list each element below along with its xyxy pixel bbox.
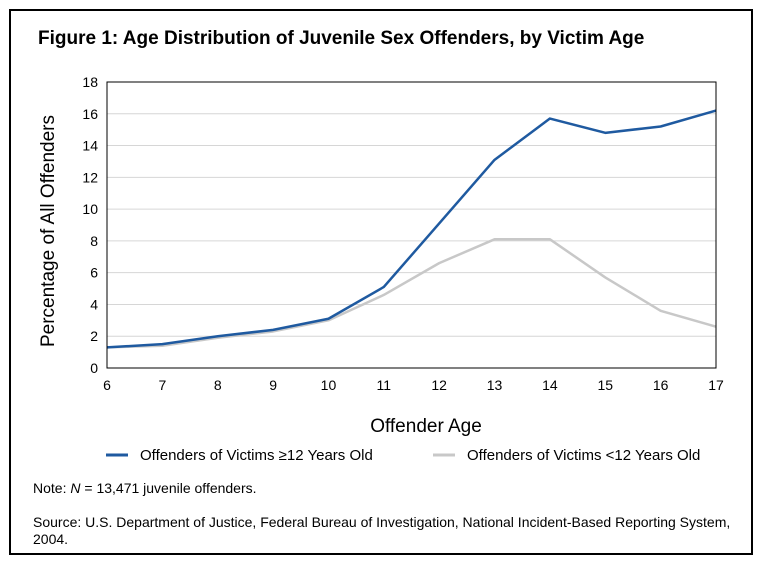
x-tick-label: 14 bbox=[542, 377, 558, 393]
x-tick-label: 7 bbox=[158, 377, 166, 393]
x-tick-label: 13 bbox=[487, 377, 503, 393]
note-variable: N bbox=[70, 480, 81, 496]
legend-label: Offenders of Victims <12 Years Old bbox=[467, 447, 700, 464]
y-tick-label: 2 bbox=[90, 328, 98, 344]
y-tick-label: 0 bbox=[90, 360, 98, 376]
chart-title: Figure 1: Age Distribution of Juvenile S… bbox=[38, 28, 645, 49]
y-tick-label: 12 bbox=[82, 169, 98, 185]
x-tick-label: 15 bbox=[597, 377, 613, 393]
plot-border bbox=[106, 81, 717, 369]
y-tick-label: 8 bbox=[90, 233, 98, 249]
note-prefix: Note: bbox=[33, 480, 71, 496]
note: Note: N = 13,471 juvenile offenders. bbox=[33, 480, 257, 497]
y-tick-label: 10 bbox=[82, 201, 98, 217]
x-axis-label: Offender Age bbox=[370, 416, 482, 437]
grid-lines bbox=[107, 81, 716, 369]
y-tick-label: 18 bbox=[82, 74, 98, 90]
series-line-1 bbox=[106, 109, 717, 349]
x-tick-label: 10 bbox=[321, 377, 337, 393]
series-line-2 bbox=[106, 238, 717, 349]
source: Source: U.S. Department of Justice, Fede… bbox=[33, 514, 731, 547]
x-tick-label: 16 bbox=[653, 377, 669, 393]
x-tick-label: 9 bbox=[269, 377, 277, 393]
y-tick-labels: 0 2 4 6 8 10 12 14 16 18 bbox=[82, 74, 98, 376]
series-lines bbox=[106, 109, 717, 349]
y-tick-label: 16 bbox=[82, 106, 98, 122]
legend: Offenders of Victims ≥12 Years Old Offend… bbox=[106, 447, 700, 464]
y-tick-label: 6 bbox=[90, 265, 98, 281]
legend-label: Offenders of Victims ≥12 Years Old bbox=[140, 447, 373, 464]
y-axis-label: Percentage of All Offenders bbox=[38, 115, 59, 347]
y-tick-label: 14 bbox=[82, 138, 98, 154]
x-tick-label: 17 bbox=[708, 377, 724, 393]
x-tick-labels: 6 7 8 9 10 11 12 13 14 15 16 17 bbox=[103, 377, 724, 393]
x-tick-label: 6 bbox=[103, 377, 111, 393]
x-tick-label: 12 bbox=[431, 377, 447, 393]
note-text: = 13,471 juvenile offenders. bbox=[80, 480, 257, 496]
y-tick-label: 4 bbox=[90, 296, 98, 312]
x-tick-label: 8 bbox=[214, 377, 222, 393]
x-tick-label: 11 bbox=[377, 377, 392, 393]
figure-frame bbox=[9, 9, 753, 555]
